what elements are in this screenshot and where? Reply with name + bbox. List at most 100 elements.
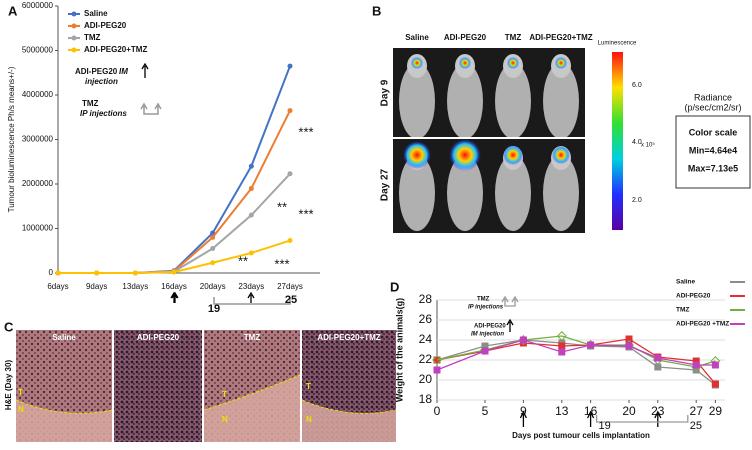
column-label: TMZ (505, 33, 522, 42)
data-point (248, 212, 254, 218)
x-tick-label: 0 (434, 404, 441, 418)
normal-tissue (302, 400, 396, 442)
signal (552, 146, 570, 164)
y-tick-label: 6000000 (22, 1, 54, 10)
colorbar-tick: 6.0 (632, 82, 642, 89)
data-point (287, 238, 293, 244)
data-point (210, 234, 216, 240)
arrow (141, 62, 149, 78)
series-line (58, 173, 291, 274)
column-label: ADI-PEG20+TMZ (529, 33, 592, 42)
arrow (587, 410, 595, 427)
legend-label: Saline (676, 279, 696, 286)
tumour-label: T (222, 390, 227, 399)
column-label: ADI-PEG20+TMZ (317, 333, 380, 342)
legend-marker (71, 23, 77, 29)
y-tick-label: 1000000 (22, 224, 54, 233)
side-label: H&E (Day 30) (4, 360, 13, 411)
signal (507, 57, 519, 69)
data-point (556, 331, 567, 341)
normal-label: N (306, 415, 312, 424)
legend-label: Saline (84, 9, 108, 18)
y-tick-label: 22 (419, 352, 433, 366)
injection-label: ADI-PEG20 (75, 67, 118, 76)
data-point (481, 347, 489, 355)
arrow (506, 318, 514, 332)
scale-text: Min=4.64e4 (689, 145, 737, 155)
x-tick-label: 13 (555, 404, 569, 418)
x-tick-label: 27 (690, 404, 704, 418)
x-tick-label: 29 (709, 404, 723, 418)
signal (403, 141, 431, 169)
series-line (58, 65, 291, 274)
normal-label: N (222, 415, 228, 424)
x-tick-label: 20days (200, 282, 226, 291)
column-label: Saline (52, 333, 76, 342)
legend-label: ADI-PEG20 (84, 21, 127, 30)
arrow (170, 291, 178, 303)
normal-label: N (18, 405, 24, 414)
y-tick-label: 0 (49, 268, 54, 277)
injection-label: IP injections (80, 109, 127, 118)
normal-tissue (204, 375, 300, 442)
series-line (436, 335, 716, 368)
injection-label: IM (119, 67, 128, 76)
x-tick-label: 6days (47, 282, 68, 291)
injection-label: IM injection (471, 332, 504, 338)
data-point (287, 63, 293, 69)
injection-day: 19 (208, 303, 220, 315)
bracket (595, 415, 689, 423)
x-axis-label: Days post tumour cells implantation (512, 431, 650, 440)
arrow (247, 291, 255, 303)
panel-letter: A (8, 3, 18, 18)
legend-marker (71, 35, 77, 41)
data-point (587, 341, 595, 349)
panel-letter: C (4, 319, 14, 334)
injection-label: TMZ (477, 297, 490, 303)
arrow (654, 410, 662, 427)
colorbar-title: Luminescence (598, 41, 637, 47)
data-point (519, 336, 527, 344)
legend-label: TMZ (84, 33, 101, 42)
column-label: TMZ (244, 333, 261, 342)
legend-label: ADI-PEG20 +TMZ (676, 321, 729, 328)
colorbar (612, 52, 623, 230)
radiance-unit: (p/sec/cm2/sr) (684, 102, 741, 112)
injection-label: IP injections (468, 305, 504, 311)
data-point (287, 108, 293, 114)
data-point (654, 354, 662, 362)
data-point (94, 270, 100, 276)
scale-box (675, 115, 751, 189)
data-point (171, 269, 177, 275)
data-point (210, 246, 216, 252)
y-tick-label: 28 (419, 292, 433, 306)
mouse-body (543, 63, 579, 139)
data-point (433, 366, 441, 374)
series-line (58, 110, 291, 274)
data-point (210, 260, 216, 266)
data-point (558, 348, 566, 356)
mouse-body (447, 155, 483, 231)
legend-marker (71, 11, 77, 17)
panel-letter: B (372, 3, 381, 18)
radiance: Radiance (694, 92, 732, 102)
data-point (132, 270, 138, 276)
data-point (711, 361, 719, 369)
y-tick-label: 2000000 (22, 179, 54, 188)
colorbar-tick: 4.0 (632, 139, 642, 146)
normal-tissue (16, 400, 112, 442)
data-point (432, 355, 442, 365)
boundary (301, 399, 397, 414)
colorbar-unit: x 10⁵ (641, 142, 655, 149)
x-tick-label: 27days (277, 282, 303, 291)
significance: ** (238, 253, 248, 268)
y-tick-label: 26 (419, 312, 433, 326)
x-tick-label: 9days (86, 282, 107, 291)
y-tick-label: 4000000 (22, 90, 54, 99)
mouse-body (399, 63, 435, 139)
data-point (692, 361, 700, 369)
significance: ** (277, 199, 287, 214)
injection-label: injection (85, 77, 118, 86)
bracket (501, 295, 519, 307)
signal (503, 145, 523, 165)
